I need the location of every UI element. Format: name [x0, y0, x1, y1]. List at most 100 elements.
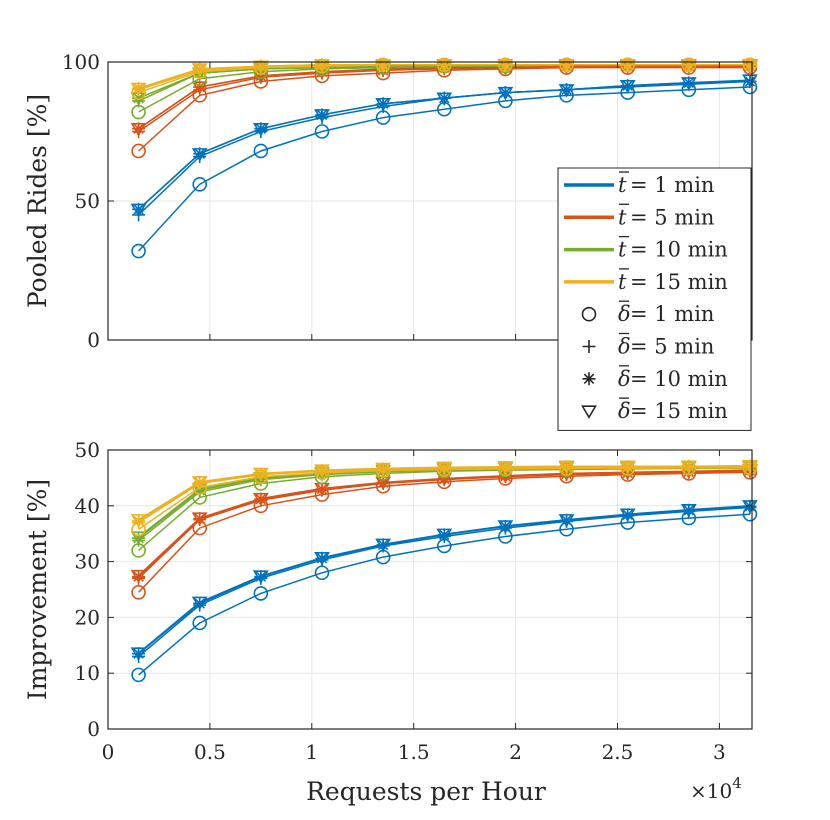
series-line — [138, 86, 751, 252]
data-point — [131, 667, 146, 683]
data-point — [191, 512, 208, 526]
y-tick-label: 100 — [62, 50, 100, 74]
series-pooled-t1-d1 — [131, 79, 758, 259]
data-point — [130, 647, 147, 661]
data-point — [742, 459, 758, 474]
data-point — [619, 460, 636, 474]
data-point — [558, 460, 575, 474]
x-tick-label: 0 — [102, 740, 115, 764]
series-line — [138, 469, 751, 578]
series-pooled-t1-d15 — [130, 74, 758, 218]
x-axis-label: Requests per Hour — [306, 777, 546, 806]
data-point — [314, 109, 330, 123]
data-point — [497, 86, 514, 101]
data-point — [193, 596, 207, 610]
data-point — [130, 531, 147, 545]
y-axis-label: Improvement [%] — [23, 479, 52, 700]
data-point — [619, 59, 636, 73]
data-point — [132, 647, 146, 661]
legend-label: = 10 min — [630, 367, 728, 391]
data-point — [742, 74, 758, 88]
data-point — [375, 462, 392, 477]
legend-entry: t = 10 min — [564, 235, 728, 262]
data-point — [619, 79, 636, 94]
data-point — [314, 59, 330, 73]
data-point — [132, 202, 146, 216]
y-tick-label: 30 — [75, 550, 100, 574]
data-point — [130, 514, 147, 528]
legend-label: = 5 min — [630, 335, 714, 359]
data-point — [131, 104, 146, 120]
series-line — [138, 79, 751, 210]
y-tick-label: 10 — [75, 661, 100, 685]
data-point — [253, 586, 269, 601]
series-line — [138, 464, 751, 521]
data-point — [192, 177, 208, 192]
series-line — [138, 64, 750, 90]
legend-symbol: δ — [618, 335, 631, 359]
data-point — [132, 514, 146, 528]
legend-marker-swatch — [582, 372, 596, 386]
x-tick-label: 3 — [713, 740, 726, 764]
data-point — [436, 461, 453, 476]
data-point — [252, 570, 269, 584]
series-improvement-t1-d5 — [132, 500, 757, 663]
data-point — [619, 508, 636, 522]
series-pooled-t15-d15 — [130, 59, 758, 97]
y-tick-label: 20 — [75, 605, 100, 629]
data-point — [252, 123, 269, 137]
data-point — [252, 60, 269, 74]
legend-symbol: t — [618, 270, 627, 294]
legend-marker-swatch — [581, 306, 597, 322]
legend-label: = 1 min — [630, 302, 714, 326]
legend-symbol: t — [618, 238, 627, 262]
data-point — [253, 143, 269, 159]
axes-box — [107, 449, 753, 730]
data-point — [314, 552, 330, 566]
data-point — [252, 492, 269, 507]
data-point — [497, 461, 514, 475]
x-tick-label: 2 — [509, 740, 522, 764]
series-improvement-t1-d15 — [130, 500, 758, 661]
legend-symbol: δ — [618, 367, 631, 391]
data-point — [191, 63, 208, 77]
legend-entry: δ = 10 min — [582, 365, 728, 391]
series-improvement-t15-d15 — [130, 459, 758, 528]
legend-label: = 5 min — [630, 205, 714, 229]
data-point — [680, 504, 697, 518]
legend-entry: t = 5 min — [564, 203, 714, 229]
data-point — [191, 476, 208, 490]
series-line — [138, 470, 751, 579]
data-point — [252, 467, 269, 482]
series-improvement-t15-d10 — [132, 459, 757, 528]
data-point — [375, 59, 392, 73]
data-point — [131, 143, 146, 159]
data-point — [314, 124, 330, 139]
x-tick-label: 2.5 — [602, 740, 634, 764]
data-point — [680, 77, 697, 91]
x-tick-label: 1.5 — [398, 740, 430, 764]
legend-entry: δ = 5 min — [582, 332, 714, 359]
x-axis-exponent: ×104 — [690, 774, 742, 803]
pooled-rides-plot: 0 50 100 Pooled Rides [%] — [23, 50, 758, 352]
data-point — [436, 528, 453, 543]
data-point — [742, 500, 758, 514]
data-point — [130, 82, 147, 97]
data-point — [132, 81, 146, 95]
data-point — [375, 98, 392, 112]
series-line — [138, 505, 751, 654]
data-point — [132, 91, 146, 105]
data-point — [132, 531, 146, 545]
data-point — [558, 59, 575, 73]
data-point — [192, 615, 208, 631]
legend-label: = 15 min — [630, 399, 728, 423]
y-tick-label: 40 — [75, 494, 100, 518]
legend-entry: δ = 15 min — [581, 397, 728, 423]
x-tick-label: 1 — [305, 740, 318, 764]
data-point — [314, 464, 330, 478]
series-line — [138, 513, 751, 676]
data-point — [558, 84, 575, 98]
data-point — [130, 569, 147, 584]
